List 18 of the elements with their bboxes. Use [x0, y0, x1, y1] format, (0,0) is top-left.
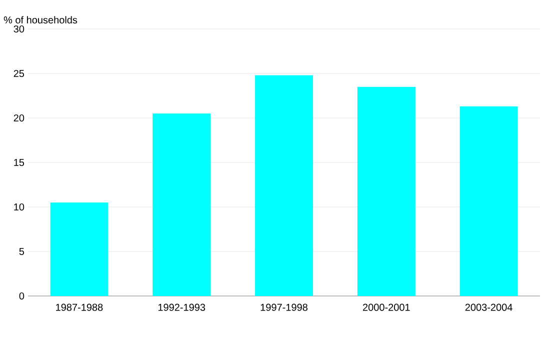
bar — [50, 202, 108, 296]
y-axis-title: % of households — [4, 16, 78, 24]
x-tick-label: 1992-1993 — [158, 304, 206, 311]
y-tick-label: 20 — [14, 114, 24, 122]
y-tick-label: 15 — [14, 158, 24, 166]
x-tick-label: 1987-1988 — [56, 304, 103, 311]
x-tick-label: 2000-2001 — [362, 304, 410, 311]
bar — [357, 86, 416, 296]
y-tick-label: 30 — [14, 25, 24, 33]
x-tick-label: 1997-1998 — [260, 304, 308, 311]
x-tick-label: 2003-2004 — [465, 304, 512, 311]
bar — [460, 106, 518, 296]
y-tick-label: 10 — [14, 203, 24, 211]
y-tick-label: 25 — [14, 70, 24, 78]
bar — [255, 75, 313, 296]
bar — [152, 114, 211, 296]
y-tick-label: 0 — [19, 292, 24, 300]
y-tick-label: 5 — [19, 248, 24, 255]
